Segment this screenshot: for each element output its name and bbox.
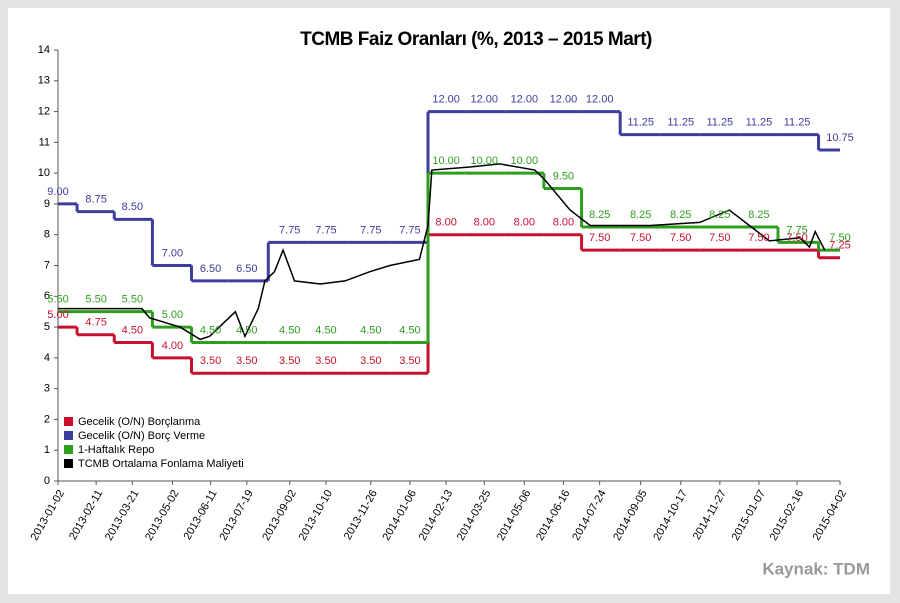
data-label: 7.75: [315, 224, 336, 236]
data-label: 6.50: [200, 263, 221, 275]
data-label: 8.00: [474, 217, 495, 229]
data-label: 7.50: [829, 232, 850, 244]
data-label: 3.50: [200, 355, 221, 367]
y-tick-label: 3: [44, 383, 50, 395]
data-label: 6.50: [236, 263, 257, 275]
data-label: 8.25: [589, 209, 610, 221]
data-label: 7.75: [360, 224, 381, 236]
line: [58, 163, 826, 341]
data-label: 7.50: [748, 232, 769, 244]
y-tick-label: 0: [44, 475, 50, 487]
chart-title: TCMB Faiz Oranları (%, 2013 – 2015 Mart): [300, 29, 652, 50]
data-label: 11.25: [627, 117, 654, 129]
data-label: 3.50: [315, 355, 336, 367]
legend-label: Gecelik (O/N) Borçlanma: [78, 416, 201, 428]
data-label: 5.00: [47, 309, 68, 321]
data-label: 7.75: [279, 224, 300, 236]
data-label: 12.00: [586, 93, 614, 105]
data-label: 11.25: [784, 117, 811, 129]
y-tick-label: 5: [44, 321, 50, 333]
data-label: 7.50: [786, 232, 807, 244]
y-tick-label: 7: [44, 259, 50, 271]
data-label: 8.75: [85, 194, 106, 206]
frame: [8, 8, 890, 594]
data-label: 11.25: [667, 117, 694, 129]
data-label: 3.50: [399, 355, 420, 367]
data-label: 4.75: [85, 317, 106, 329]
source: Kaynak: TDM: [762, 559, 870, 578]
data-label: 10.75: [826, 132, 854, 144]
data-label: 4.50: [315, 324, 336, 336]
data-label: 7.50: [630, 232, 651, 244]
data-label: 9.50: [553, 170, 574, 182]
data-label: 3.50: [360, 355, 381, 367]
legend-label: 1-Haftalık Repo: [78, 444, 154, 456]
data-label: 7.25: [829, 240, 850, 252]
y-tick-label: 6: [44, 290, 50, 302]
y-tick-label: 14: [38, 44, 50, 56]
data-label: 7.75: [786, 224, 807, 236]
data-label: 5.50: [122, 294, 143, 306]
y-tick-label: 4: [44, 352, 50, 364]
data-label: 8.25: [670, 209, 691, 221]
y-tick-label: 1: [44, 444, 50, 456]
data-label: 8.00: [435, 217, 456, 229]
data-label: 12.00: [471, 93, 499, 105]
data-label: 3.50: [279, 355, 300, 367]
data-label: 12.00: [550, 93, 578, 105]
data-label: 9.00: [47, 186, 68, 198]
data-label: 11.25: [746, 117, 773, 129]
data-label: 12.00: [432, 93, 460, 105]
data-label: 4.50: [236, 324, 257, 336]
data-label: 8.00: [514, 217, 535, 229]
legend-label: TCMB Ortalama Fonlama Maliyeti: [78, 458, 244, 470]
data-label: 12.00: [511, 93, 539, 105]
data-label: 5.00: [162, 309, 183, 321]
data-label: 10.00: [432, 155, 460, 167]
y-tick-label: 2: [44, 413, 50, 425]
y-tick-label: 13: [38, 75, 50, 87]
data-label: 4.50: [399, 324, 420, 336]
data-label: 3.50: [236, 355, 257, 367]
legend-swatch: [64, 459, 73, 468]
y-tick-label: 10: [38, 167, 50, 179]
y-tick-label: 11: [39, 136, 50, 148]
data-label: 11.25: [706, 117, 733, 129]
data-label: 7.00: [162, 247, 183, 259]
y-tick-label: 12: [38, 105, 50, 117]
legend-label: Gecelik (O/N) Borç Verme: [78, 430, 205, 442]
data-label: 10.00: [511, 155, 539, 167]
data-label: 8.25: [709, 209, 730, 221]
data-label: 8.50: [122, 201, 143, 213]
data-label: 4.50: [279, 324, 300, 336]
data-label: 4.00: [162, 340, 183, 352]
data-label: 4.50: [200, 324, 221, 336]
data-label: 5.50: [47, 294, 68, 306]
data-label: 5.50: [85, 294, 106, 306]
data-label: 7.50: [670, 232, 691, 244]
data-label: 4.50: [360, 324, 381, 336]
legend-swatch: [64, 445, 73, 454]
data-label: 10.00: [471, 155, 499, 167]
legend-swatch: [64, 417, 73, 426]
y-tick-label: 8: [44, 229, 50, 241]
data-label: 8.00: [553, 217, 574, 229]
data-label: 7.75: [399, 224, 420, 236]
y-tick-label: 9: [44, 198, 50, 210]
legend-swatch: [64, 431, 73, 440]
data-label: 8.25: [630, 209, 651, 221]
data-label: 4.50: [122, 324, 143, 336]
data-label: 8.25: [748, 209, 769, 221]
data-label: 7.50: [589, 232, 610, 244]
data-label: 7.50: [709, 232, 730, 244]
